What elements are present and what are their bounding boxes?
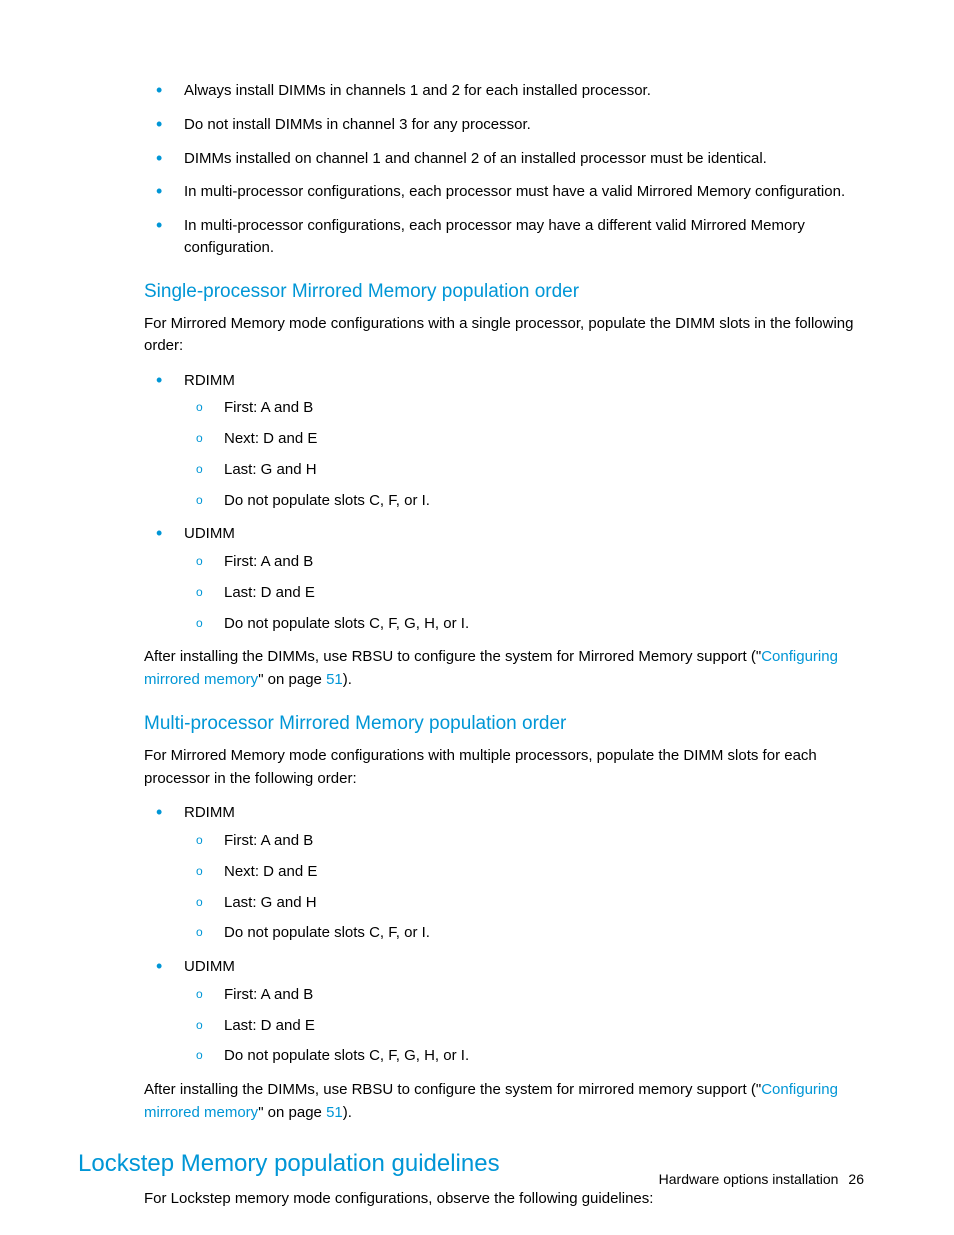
top-guideline-list: Always install DIMMs in channels 1 and 2… [144,80,864,259]
list-item-udimm: UDIMM First: A and B Last: D and E Do no… [144,523,864,634]
list-item: In multi-processor configurations, each … [144,215,864,259]
intro-paragraph: For Mirrored Memory mode configurations … [144,313,864,358]
text-fragment: After installing the DIMMs, use RBSU to … [144,648,761,665]
after-paragraph: After installing the DIMMs, use RBSU to … [144,646,864,691]
text-fragment: " on page [258,1104,326,1121]
content-column: Always install DIMMs in channels 1 and 2… [144,80,864,1211]
list-item: Always install DIMMs in channels 1 and 2… [144,80,864,102]
footer-page-number: 26 [848,1171,864,1187]
sublist-item: Last: G and H [184,892,864,914]
list-item-label: RDIMM [184,804,235,821]
list-item: DIMMs installed on channel 1 and channel… [144,148,864,170]
heading-single-processor: Single-processor Mirrored Memory populat… [144,281,864,303]
udimm-sublist: First: A and B Last: D and E Do not popu… [184,984,864,1067]
sublist-item: Last: G and H [184,459,864,481]
link-page-ref[interactable]: 51 [326,671,343,688]
sublist-item: Do not populate slots C, F, or I. [184,490,864,512]
list-item-label: UDIMM [184,958,235,975]
intro-paragraph: For Mirrored Memory mode configurations … [144,745,864,790]
footer-text: Hardware options installation [659,1171,839,1187]
list-item: Do not install DIMMs in channel 3 for an… [144,114,864,136]
list-item: In multi-processor configurations, each … [144,181,864,203]
list-item-udimm: UDIMM First: A and B Last: D and E Do no… [144,956,864,1067]
list-item-label: RDIMM [184,372,235,389]
page: Always install DIMMs in channels 1 and 2… [0,0,954,1235]
rdimm-sublist: First: A and B Next: D and E Last: G and… [184,830,864,944]
list-item-label: UDIMM [184,525,235,542]
single-dimm-list: RDIMM First: A and B Next: D and E Last:… [144,370,864,635]
list-item-rdimm: RDIMM First: A and B Next: D and E Last:… [144,370,864,512]
udimm-sublist: First: A and B Last: D and E Do not popu… [184,551,864,634]
heading-multi-processor: Multi-processor Mirrored Memory populati… [144,713,864,735]
rdimm-sublist: First: A and B Next: D and E Last: G and… [184,397,864,511]
sublist-item: Last: D and E [184,1015,864,1037]
sublist-item: Next: D and E [184,861,864,883]
sublist-item: Do not populate slots C, F, G, H, or I. [184,613,864,635]
text-fragment: After installing the DIMMs, use RBSU to … [144,1081,761,1098]
link-page-ref[interactable]: 51 [326,1104,343,1121]
sublist-item: Do not populate slots C, F, or I. [184,922,864,944]
after-paragraph: After installing the DIMMs, use RBSU to … [144,1079,864,1124]
sublist-item: First: A and B [184,984,864,1006]
sublist-item: Do not populate slots C, F, G, H, or I. [184,1045,864,1067]
text-fragment: ). [343,671,352,688]
sublist-item: First: A and B [184,551,864,573]
sublist-item: First: A and B [184,830,864,852]
page-footer: Hardware options installation 26 [659,1171,864,1187]
text-fragment: ). [343,1104,352,1121]
sublist-item: First: A and B [184,397,864,419]
sublist-item: Last: D and E [184,582,864,604]
intro-paragraph: For Lockstep memory mode configurations,… [144,1188,864,1211]
text-fragment: " on page [258,671,326,688]
sublist-item: Next: D and E [184,428,864,450]
list-item-rdimm: RDIMM First: A and B Next: D and E Last:… [144,802,864,944]
multi-dimm-list: RDIMM First: A and B Next: D and E Last:… [144,802,864,1067]
